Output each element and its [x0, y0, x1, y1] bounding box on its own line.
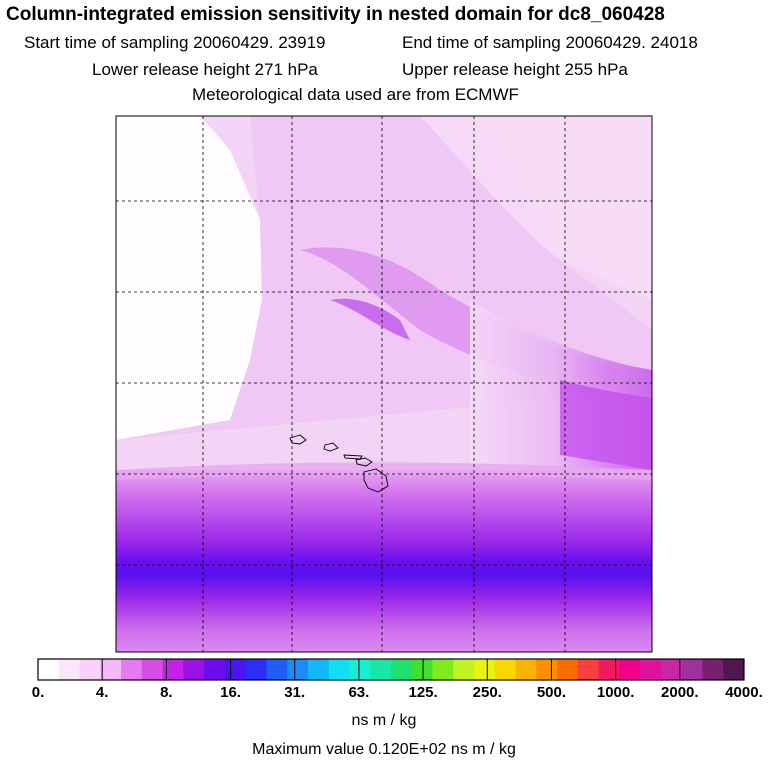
colorbar-swatch	[453, 659, 475, 680]
max-value-text: Maximum value 0.120E+02 ns m / kg	[252, 741, 516, 758]
colorbar-swatch	[598, 659, 620, 680]
plot-frame	[115, 115, 653, 653]
colorbar-tick-label: 500.	[536, 684, 567, 701]
colorbar-swatch	[162, 659, 184, 680]
colorbar-swatch	[141, 659, 164, 680]
plot-area	[116, 116, 652, 652]
colorbar-swatch	[266, 659, 288, 680]
colorbar-swatch	[121, 659, 143, 680]
island-maui	[355, 457, 373, 467]
colorbar-swatch	[557, 659, 579, 680]
upper-release-label: Upper release height 255 hPa	[402, 60, 628, 79]
colorbar-swatch	[577, 659, 600, 680]
colorbar-tick-label: 31.	[284, 684, 306, 701]
start-time-label: Start time of sampling 20060429. 23919	[24, 33, 326, 52]
colorbar-swatch	[349, 659, 371, 680]
colorbar-tick-label: 4.	[95, 684, 109, 701]
colorbar-swatch	[474, 659, 496, 680]
colorbar-swatch	[370, 659, 392, 680]
colorbar-tick-label: 250.	[472, 684, 502, 701]
colorbar-swatch	[328, 659, 350, 680]
end-time-label: End time of sampling 20060429. 24018	[402, 33, 698, 52]
met-data-label: Meteorological data used are from ECMWF	[192, 85, 519, 104]
colorbar-swatch	[640, 659, 662, 680]
colorbar-swatch	[287, 659, 309, 680]
colorbar-tick-label: 2000.	[661, 684, 699, 701]
colorbar-unit: ns m / kg	[351, 712, 417, 729]
colorbar-tick-label: 125.	[408, 684, 438, 701]
colorbar-swatch	[307, 659, 330, 680]
colorbar-swatch	[515, 659, 537, 680]
colorbar-swatch	[183, 659, 205, 680]
colorbar-swatch	[204, 659, 226, 680]
colorbar-swatch	[681, 659, 703, 680]
colorbar-swatch	[224, 659, 247, 680]
colorbar-tick-label: 16.	[220, 684, 241, 701]
colorbar-tick-label: 0.	[31, 684, 45, 701]
island-bigisland	[363, 468, 389, 493]
colorbar-swatch	[702, 659, 724, 680]
colorbar-swatch	[245, 659, 267, 680]
graticule	[116, 116, 652, 652]
colorbar-tick-label: 8.	[160, 684, 173, 701]
colorbar-swatch	[79, 659, 101, 680]
colorbar-swatch	[723, 659, 745, 680]
colorbar-swatch	[432, 659, 454, 680]
colorbar-tick-label: 1000.	[596, 684, 635, 701]
colorbar-swatch	[536, 659, 558, 680]
colorbar-swatch	[58, 659, 81, 680]
colorbar-swatch	[391, 659, 413, 680]
colorbar-swatch	[100, 659, 122, 680]
colorbar-swatch	[660, 659, 683, 680]
colorbar-tick-label: 63.	[348, 684, 370, 701]
island-oahu	[323, 442, 339, 452]
lower-release-label: Lower release height 271 hPa	[92, 60, 318, 79]
colorbar-frame	[37, 658, 745, 681]
colorbar-swatch	[494, 659, 517, 680]
colorbar-swatch	[619, 659, 641, 680]
colorbar-swatch	[38, 659, 60, 680]
colorbar-swatch	[411, 659, 434, 680]
colorbar	[37, 658, 745, 681]
colorbar-tick-label: 4000.	[725, 684, 763, 701]
chart-title: Column-integrated emission sensitivity i…	[6, 4, 665, 25]
